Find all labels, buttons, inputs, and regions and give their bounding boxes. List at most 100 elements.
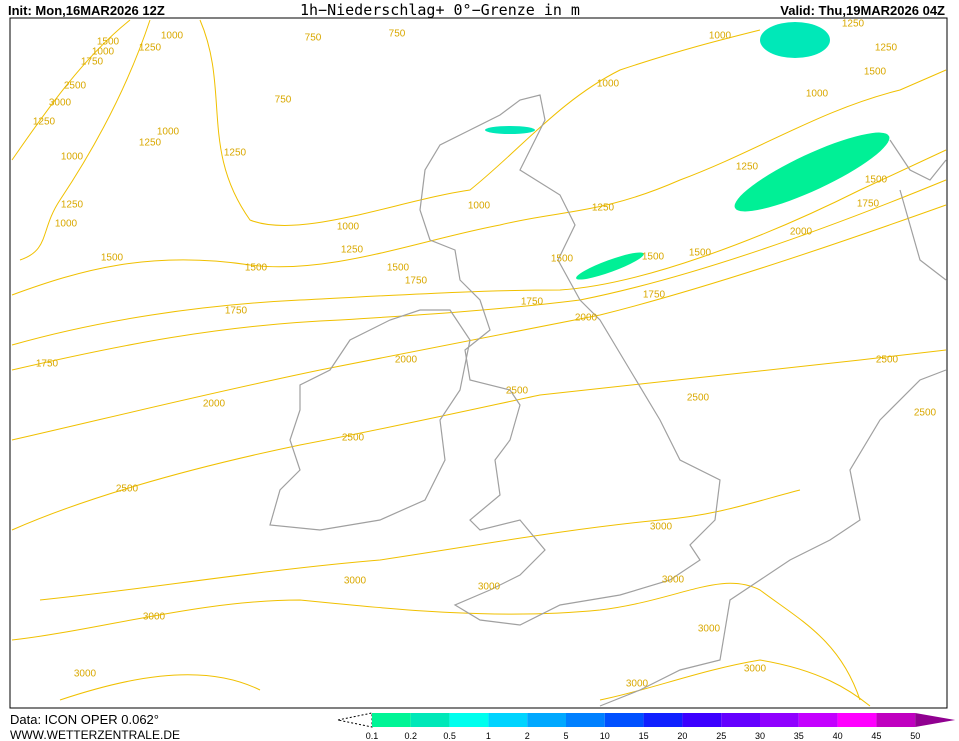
contour-label: 3000 <box>478 582 501 593</box>
legend-label: 35 <box>794 731 804 741</box>
coastlines <box>269 94 947 707</box>
contour-label: 3000 <box>143 612 166 623</box>
legend: 0.1 0.2 0.5 1 2 5 10 15 20 25 30 35 40 45 50 <box>337 712 956 741</box>
legend-swatch <box>604 713 644 727</box>
contour-label: 1500 <box>864 67 887 78</box>
legend-label: 1 <box>486 731 491 741</box>
contour-label: 1750 <box>405 276 428 287</box>
contour-label: 1000 <box>806 89 829 100</box>
map-title: 1h−Niederschlag+ 0°−Grenze in m <box>300 1 580 19</box>
legend-label: 50 <box>910 731 920 741</box>
contour-label: 3000 <box>650 522 673 533</box>
contour-label: 1750 <box>643 290 666 301</box>
legend-label: 10 <box>600 731 610 741</box>
contour-label: 1250 <box>61 200 84 211</box>
legend-swatch <box>643 713 683 727</box>
contour-label: 1750 <box>521 297 544 308</box>
contour-label: 2000 <box>395 355 418 366</box>
precip-area <box>485 126 535 134</box>
data-source: Data: ICON OPER 0.062° <box>10 712 159 727</box>
legend-label: 2 <box>525 731 530 741</box>
contour-label: 1750 <box>225 306 248 317</box>
contour-label: 1000 <box>55 219 78 230</box>
contour-label: 1500 <box>689 248 712 259</box>
legend-label: 15 <box>639 731 649 741</box>
coastline <box>889 139 947 281</box>
contour-label: 1250 <box>341 245 364 256</box>
contour-label: 750 <box>275 95 292 106</box>
contour-label: 1500 <box>387 263 410 274</box>
legend-swatch <box>837 713 877 727</box>
legend-label: 0.2 <box>405 731 418 741</box>
contour-label: 1500 <box>97 37 120 48</box>
legend-swatch <box>798 713 838 727</box>
legend-label: 25 <box>716 731 726 741</box>
isoline <box>11 179 947 371</box>
contour-label: 1000 <box>709 31 732 42</box>
contour-label: 1250 <box>139 138 162 149</box>
precip-area <box>576 252 644 280</box>
coastline <box>419 94 721 626</box>
contour-label: 1250 <box>33 117 56 128</box>
contour-label: 3000 <box>74 669 97 680</box>
precip-area <box>734 132 890 212</box>
contour-label: 1500 <box>101 253 124 264</box>
contour-label: 2500 <box>64 81 87 92</box>
legend-swatch <box>760 713 799 727</box>
contour-label: 1250 <box>736 162 759 173</box>
valid-text: Valid: Thu,19MAR2026 04Z <box>780 3 945 18</box>
contour-label: 2500 <box>687 393 710 404</box>
contour-label: 2000 <box>203 399 226 410</box>
contour-label: 1250 <box>139 43 162 54</box>
contour-label: 2000 <box>575 313 598 324</box>
contour-label: 1000 <box>92 47 115 58</box>
contour-label: 1500 <box>642 252 665 263</box>
legend-label: 5 <box>563 731 568 741</box>
contour-label: 3000 <box>662 575 685 586</box>
contour-label: 750 <box>389 29 406 40</box>
isoline <box>11 19 151 261</box>
contour-label: 3000 <box>698 624 721 635</box>
contour-label: 2500 <box>116 484 139 495</box>
legend-swatch <box>721 713 760 727</box>
contour-label: 3000 <box>49 98 72 109</box>
contour-label: 1250 <box>875 43 898 54</box>
legend-label: 20 <box>677 731 687 741</box>
contour-label: 1250 <box>842 19 865 30</box>
contour-label: 1750 <box>36 359 59 370</box>
contour-label: 1000 <box>468 201 491 212</box>
legend-label: 45 <box>871 731 881 741</box>
legend-arrow <box>337 712 373 728</box>
precipitation <box>485 22 890 280</box>
contour-label: 1250 <box>592 203 615 214</box>
isoline <box>11 69 947 296</box>
isoline <box>199 19 761 227</box>
map-frame <box>9 17 948 709</box>
legend-swatch <box>449 713 489 727</box>
isoline <box>59 659 871 707</box>
isolines <box>11 19 947 707</box>
coastline <box>269 309 471 531</box>
contour-label: 1750 <box>81 57 104 68</box>
isoline <box>11 204 947 441</box>
legend-swatch <box>527 713 566 727</box>
legend-label: 0.1 <box>366 731 379 741</box>
contour-label: 3000 <box>344 576 367 587</box>
contour-label: 1500 <box>865 175 888 186</box>
legend-arrow <box>915 713 956 727</box>
coastline <box>599 369 947 707</box>
isoline <box>11 349 947 531</box>
contour-label: 2500 <box>342 433 365 444</box>
contour-label: 1500 <box>551 254 574 265</box>
website: WWW.WETTERZENTRALE.DE <box>10 728 180 741</box>
contour-label: 1000 <box>61 152 84 163</box>
contour-label: 1750 <box>857 199 880 210</box>
legend-swatch <box>488 713 528 727</box>
contour-label: 750 <box>305 33 322 44</box>
contour-label: 3000 <box>744 664 767 675</box>
contour-label: 1250 <box>224 148 247 159</box>
legend-swatch <box>876 713 916 727</box>
